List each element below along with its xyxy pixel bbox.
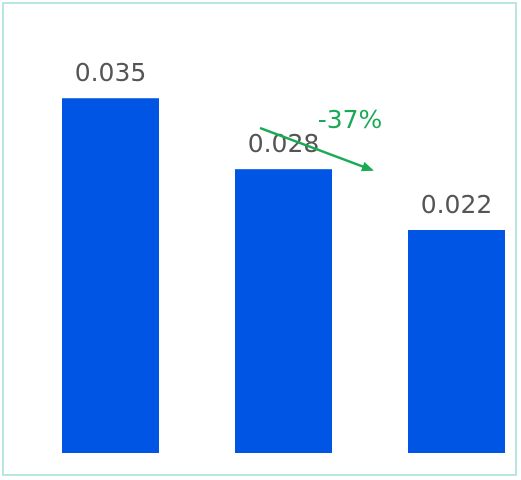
value-labels-layer: 0.035 0.028 0.022 — [75, 58, 493, 219]
change-annotation: -37% — [259, 105, 383, 172]
bar-3 — [408, 230, 505, 453]
bar-2 — [235, 169, 332, 453]
bar-value-label-2: 0.028 — [248, 129, 320, 158]
change-percent-label: -37% — [318, 105, 383, 134]
bar-value-label-3: 0.022 — [421, 190, 493, 219]
bar-value-label-1: 0.035 — [75, 58, 147, 87]
bar-1 — [62, 98, 159, 454]
change-arrow — [259, 126, 374, 172]
bars-layer — [62, 98, 505, 454]
